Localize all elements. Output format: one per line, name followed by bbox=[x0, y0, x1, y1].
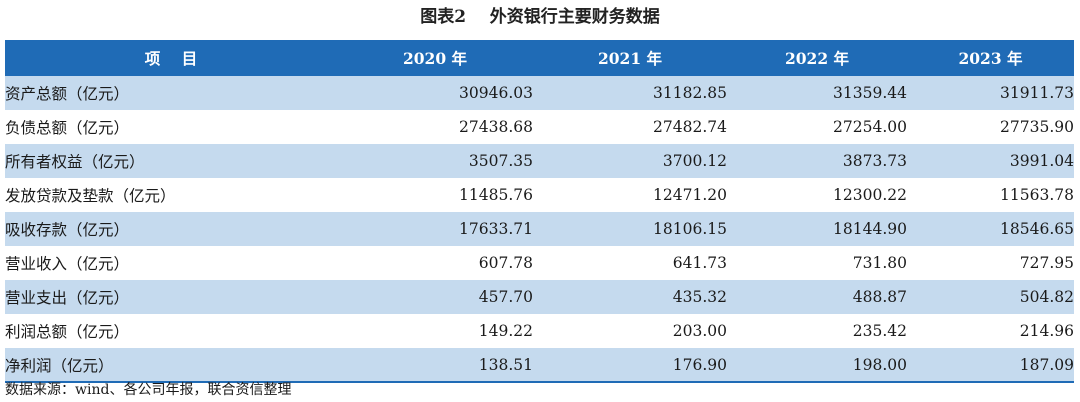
cell-2021: 176.90 bbox=[533, 348, 727, 383]
cell-2021: 641.73 bbox=[672, 254, 727, 272]
table-row: 吸收存款（亿元） 17633.71 18106.15 18144.90 1854… bbox=[5, 212, 1074, 246]
row-label: 发放贷款及垫款（亿元） bbox=[5, 187, 176, 205]
table-row: 利润总额（亿元） 149.22 203.00 235.42 214.96 bbox=[5, 314, 1074, 348]
cell-2023: 11563.78 bbox=[1000, 186, 1074, 204]
table-caption: 图表2 外资银行主要财务数据 bbox=[420, 7, 660, 27]
cell-2022: 3873.73 bbox=[842, 152, 907, 170]
cell-2021: 18106.15 bbox=[653, 220, 727, 238]
cell-2020: 457.70 bbox=[478, 288, 533, 306]
table-row: 营业支出（亿元） 457.70 435.32 488.87 504.82 bbox=[5, 280, 1074, 314]
cell-2020: 11485.76 bbox=[459, 186, 533, 204]
cell-2022: 18144.90 bbox=[833, 220, 907, 238]
cell-2021: 435.32 bbox=[672, 288, 727, 306]
table-row: 发放贷款及垫款（亿元） 11485.76 12471.20 12300.22 1… bbox=[5, 178, 1074, 212]
cell-2023: 27735.90 bbox=[1000, 118, 1074, 136]
row-label: 营业收入（亿元） bbox=[5, 255, 130, 273]
cell-2021: 12471.20 bbox=[653, 186, 727, 204]
cell-2021: 203.00 bbox=[672, 322, 727, 340]
row-label: 净利润（亿元） bbox=[5, 348, 337, 383]
row-label: 资产总额（亿元） bbox=[5, 85, 130, 103]
cell-2022: 198.00 bbox=[727, 348, 907, 383]
cell-2020: 149.22 bbox=[478, 322, 533, 340]
column-header-2022: 2022 年 bbox=[784, 49, 850, 68]
cell-2022: 488.87 bbox=[852, 288, 907, 306]
table-row: 所有者权益（亿元） 3507.35 3700.12 3873.73 3991.0… bbox=[5, 144, 1074, 178]
financial-data-table: 项 目 2020 年 2021 年 2022 年 2023 年 资产总额（亿元）… bbox=[5, 40, 1074, 383]
data-source-note: 数据来源：wind、各公司年报，联合资信整理 bbox=[5, 382, 292, 398]
cell-2021: 27482.74 bbox=[653, 118, 727, 136]
table-row: 资产总额（亿元） 30946.03 31182.85 31359.44 3191… bbox=[5, 76, 1074, 110]
cell-2023: 31911.73 bbox=[1000, 84, 1074, 102]
cell-2022: 235.42 bbox=[852, 322, 907, 340]
column-header-2021: 2021 年 bbox=[597, 49, 663, 68]
column-header-2020: 2020 年 bbox=[402, 49, 468, 68]
table-row: 负债总额（亿元） 27438.68 27482.74 27254.00 2773… bbox=[5, 110, 1074, 144]
row-label: 吸收存款（亿元） bbox=[5, 221, 130, 239]
cell-2020: 607.78 bbox=[478, 254, 533, 272]
cell-2023: 187.09 bbox=[907, 348, 1074, 383]
cell-2020: 3507.35 bbox=[468, 152, 533, 170]
cell-2020: 30946.03 bbox=[459, 84, 533, 102]
cell-2020: 138.51 bbox=[337, 348, 533, 383]
cell-2022: 31359.44 bbox=[833, 84, 907, 102]
cell-2023: 504.82 bbox=[1019, 288, 1074, 306]
cell-2022: 27254.00 bbox=[833, 118, 907, 136]
column-header-2023: 2023 年 bbox=[958, 49, 1023, 68]
cell-2022: 731.80 bbox=[852, 254, 907, 272]
cell-2023: 18546.65 bbox=[1000, 220, 1074, 238]
row-label: 负债总额（亿元） bbox=[5, 119, 130, 137]
cell-2022: 12300.22 bbox=[833, 186, 907, 204]
table-row: 营业收入（亿元） 607.78 641.73 731.80 727.95 bbox=[5, 246, 1074, 280]
row-label: 利润总额（亿元） bbox=[5, 323, 130, 341]
cell-2023: 214.96 bbox=[1019, 322, 1074, 340]
cell-2020: 17633.71 bbox=[459, 220, 533, 238]
cell-2023: 3991.04 bbox=[1009, 152, 1074, 170]
row-label: 所有者权益（亿元） bbox=[5, 153, 145, 171]
cell-2021: 3700.12 bbox=[662, 152, 727, 170]
table-row: 净利润（亿元） 138.51 176.90 198.00 187.09 bbox=[5, 348, 1074, 383]
row-label: 营业支出（亿元） bbox=[5, 289, 130, 307]
cell-2021: 31182.85 bbox=[653, 84, 727, 102]
cell-2020: 27438.68 bbox=[459, 118, 533, 136]
table-header-row: 项 目 2020 年 2021 年 2022 年 2023 年 bbox=[5, 40, 1074, 76]
cell-2023: 727.95 bbox=[1019, 254, 1074, 272]
column-header-item: 项 目 bbox=[144, 49, 198, 68]
